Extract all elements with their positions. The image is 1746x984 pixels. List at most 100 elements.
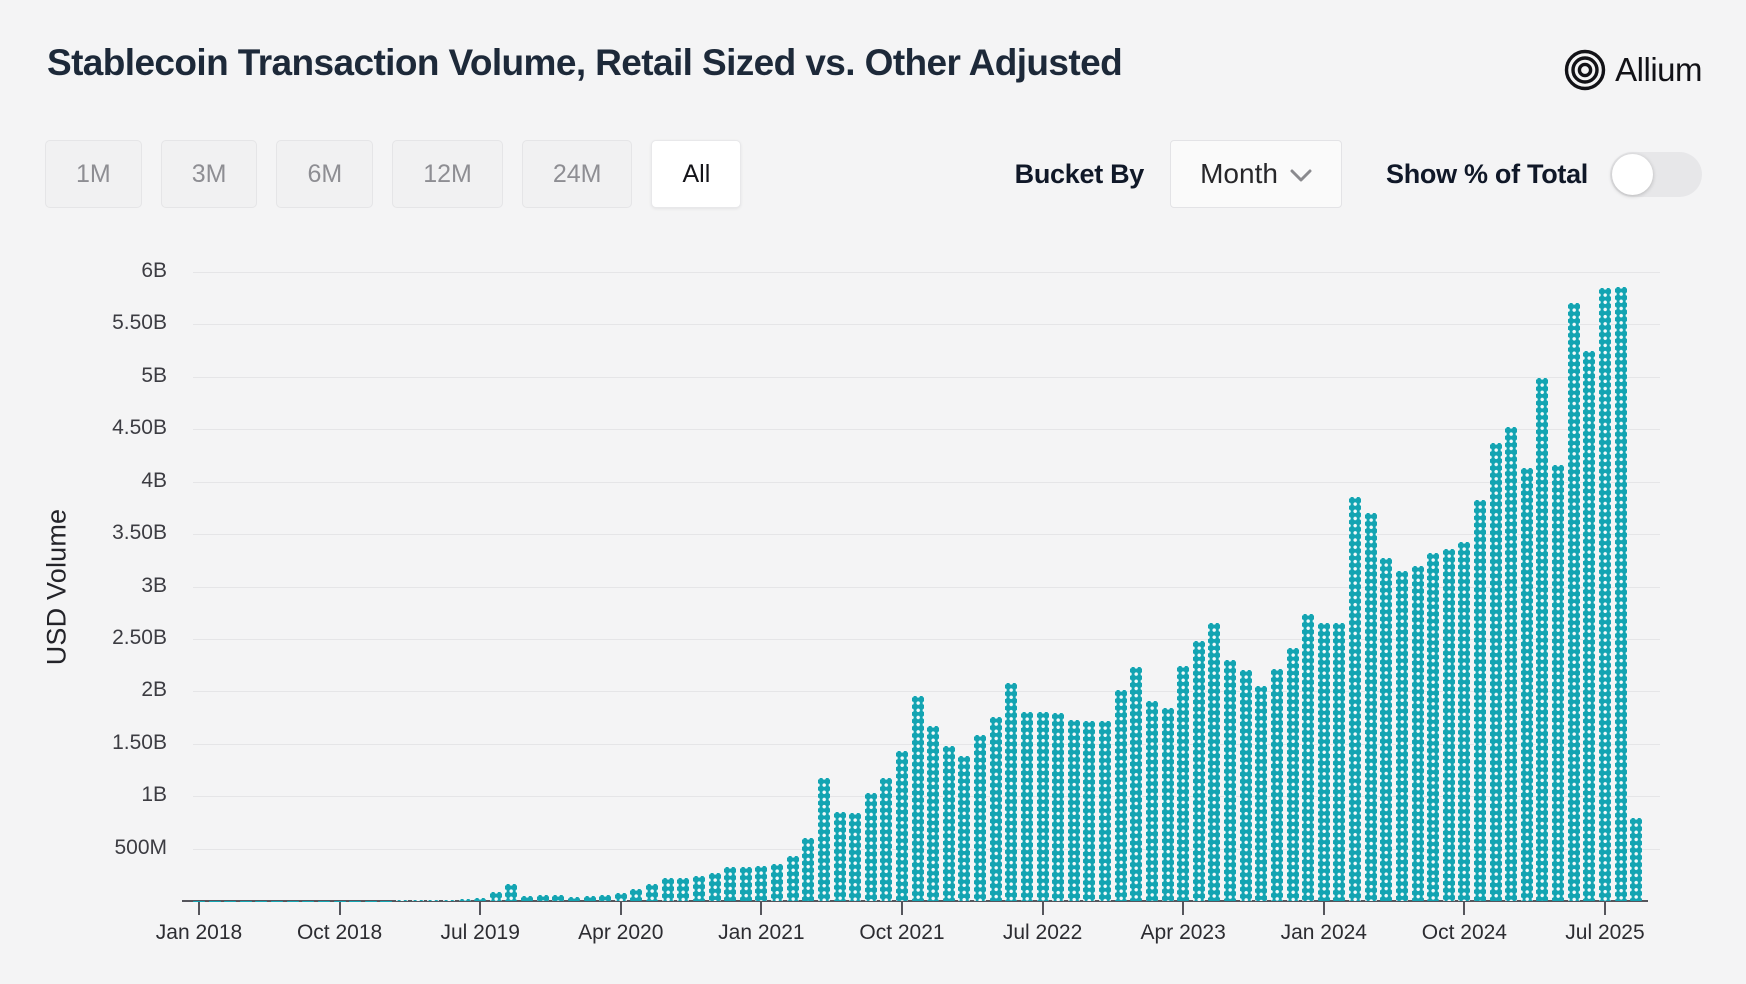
bar[interactable] (396, 900, 409, 901)
bar[interactable] (1239, 670, 1252, 901)
bar[interactable] (1489, 442, 1502, 901)
bar[interactable] (1099, 720, 1112, 901)
bar[interactable] (1598, 287, 1611, 901)
bar[interactable] (1020, 712, 1033, 901)
bar[interactable] (1536, 377, 1549, 901)
bar[interactable] (614, 892, 627, 901)
bar[interactable] (771, 864, 783, 901)
bar[interactable] (458, 899, 471, 901)
bucket-by-dropdown[interactable]: Month (1170, 140, 1343, 208)
bar[interactable] (1114, 690, 1127, 901)
bar[interactable] (489, 892, 502, 901)
bar[interactable] (1427, 552, 1440, 901)
x-axis-line (182, 900, 1648, 902)
bar[interactable] (1614, 286, 1627, 901)
bar[interactable] (630, 888, 643, 901)
bar[interactable] (849, 812, 862, 901)
bar[interactable] (911, 695, 924, 901)
bar[interactable] (989, 716, 1002, 901)
percent-toggle[interactable] (1610, 151, 1702, 197)
bar[interactable] (677, 877, 690, 901)
bar[interactable] (1349, 497, 1362, 901)
x-tick (1603, 902, 1606, 915)
bar[interactable] (1161, 708, 1174, 901)
bar[interactable] (1474, 499, 1486, 901)
bar[interactable] (1036, 712, 1049, 901)
toggle-knob (1612, 153, 1653, 195)
bar[interactable] (1505, 427, 1518, 901)
bar[interactable] (708, 873, 721, 901)
bar[interactable] (583, 895, 596, 901)
bar[interactable] (1395, 570, 1408, 901)
bar[interactable] (1364, 513, 1377, 901)
bar[interactable] (1177, 666, 1190, 901)
range-button-group: 1M 3M 6M 12M 24M All (45, 140, 742, 208)
bar[interactable] (1083, 720, 1096, 901)
y-tick-label: 1B (141, 783, 167, 807)
bar[interactable] (536, 894, 549, 901)
range-button-all[interactable]: All (651, 140, 742, 208)
bar[interactable] (411, 900, 424, 901)
range-button-3m[interactable]: 3M (160, 140, 258, 208)
y-tick-label: 5.50B (112, 311, 167, 335)
bar[interactable] (1052, 713, 1065, 901)
bar[interactable] (646, 884, 659, 901)
bar[interactable] (833, 811, 846, 901)
bar[interactable] (1333, 623, 1346, 901)
bar[interactable] (1270, 669, 1283, 901)
bar[interactable] (1520, 468, 1533, 901)
bar[interactable] (1411, 565, 1424, 901)
bar[interactable] (1255, 686, 1268, 901)
bar[interactable] (755, 866, 768, 901)
bar[interactable] (895, 751, 908, 901)
bar[interactable] (958, 756, 971, 901)
bar[interactable] (724, 866, 737, 901)
bar[interactable] (442, 900, 455, 901)
range-button-1m[interactable]: 1M (45, 140, 142, 208)
bar[interactable] (427, 900, 440, 901)
allium-logo-icon (1563, 48, 1607, 92)
bar[interactable] (1067, 719, 1080, 901)
bar[interactable] (1583, 350, 1596, 901)
chevron-down-icon (1290, 169, 1312, 183)
x-tick-label: Jan 2021 (718, 921, 805, 944)
bar[interactable] (552, 894, 565, 901)
bar[interactable] (567, 897, 580, 901)
bar[interactable] (802, 838, 815, 901)
bar[interactable] (1130, 667, 1143, 901)
bar[interactable] (864, 793, 877, 901)
bar[interactable] (786, 855, 799, 901)
bar[interactable] (474, 898, 487, 901)
bar[interactable] (739, 866, 752, 901)
bar[interactable] (1442, 548, 1455, 901)
bar[interactable] (1192, 641, 1205, 901)
bar[interactable] (1224, 659, 1237, 901)
bar[interactable] (880, 778, 893, 901)
bar[interactable] (942, 745, 955, 901)
range-button-12m[interactable]: 12M (392, 140, 503, 208)
bar[interactable] (1145, 700, 1158, 901)
bar[interactable] (505, 884, 518, 901)
page-title: Stablecoin Transaction Volume, Retail Si… (47, 42, 1123, 83)
bar[interactable] (521, 895, 534, 901)
bar[interactable] (1286, 648, 1299, 901)
bar[interactable] (1630, 817, 1643, 901)
bar[interactable] (1302, 613, 1315, 901)
bar[interactable] (1380, 558, 1393, 901)
bar[interactable] (599, 894, 612, 901)
bar[interactable] (1567, 303, 1580, 901)
bar[interactable] (1005, 682, 1018, 901)
range-button-6m[interactable]: 6M (276, 140, 374, 208)
bar[interactable] (817, 778, 830, 901)
x-tick-label: Jan 2018 (155, 921, 243, 944)
bar[interactable] (1552, 464, 1565, 901)
bar[interactable] (692, 875, 705, 901)
bar[interactable] (974, 735, 987, 901)
bar[interactable] (927, 725, 940, 901)
gridline (193, 481, 1660, 483)
bar[interactable] (1208, 623, 1221, 901)
range-button-24m[interactable]: 24M (521, 140, 633, 208)
bar[interactable] (661, 877, 674, 901)
bar[interactable] (1317, 623, 1330, 901)
bar[interactable] (1458, 542, 1471, 901)
